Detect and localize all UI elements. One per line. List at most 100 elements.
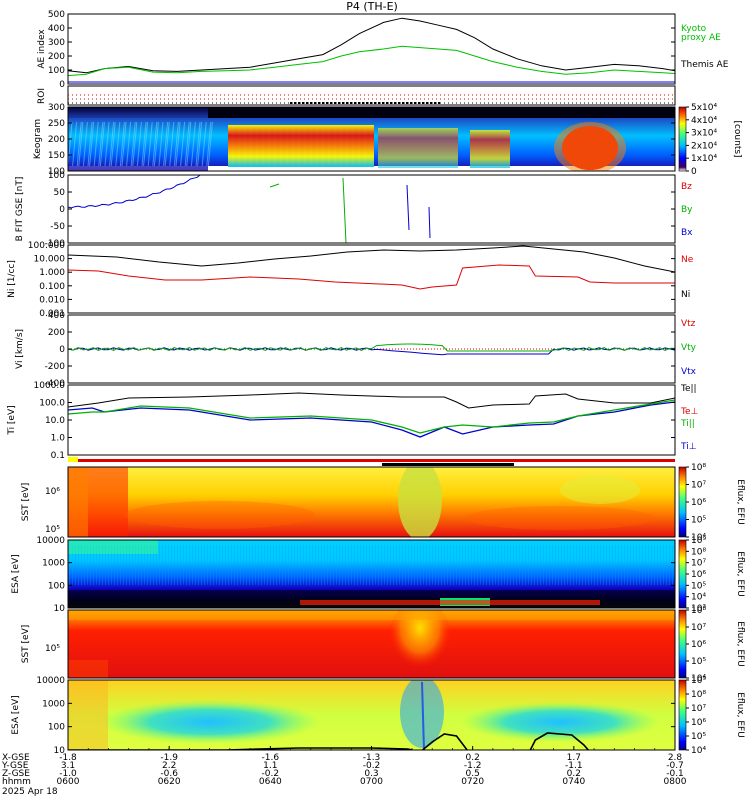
bfield-ytick-1: 50	[54, 188, 66, 198]
roi-ylabel: ROI	[37, 88, 47, 104]
xaxis-tick-y-6: -0.7	[666, 761, 684, 771]
esa-ion-ytick-2: 100	[48, 581, 65, 591]
sst-ion-cbtick-2: 10⁶	[691, 498, 706, 508]
esa-ion-cbtick-0: 10⁹	[691, 536, 706, 546]
velocity-ytick-4: -400	[45, 379, 66, 389]
esa-electron-cbtick-2: 10⁷	[691, 704, 706, 714]
temperature-legend-te-par: Te||	[680, 384, 697, 394]
esa-ion-colorbar-label: Eflux, EFU	[735, 551, 745, 597]
xaxis-tick-z-3: 0.3	[364, 769, 378, 779]
velocity-ytick-1: 200	[48, 328, 65, 338]
keogram-cbtick-1: 4x10⁴	[691, 116, 718, 126]
density-legend-ni: Ni	[681, 290, 690, 300]
keogram-cbtick-2: 3x10⁴	[691, 129, 718, 139]
sst-ion-cbtick-0: 10⁸	[691, 463, 706, 473]
esa-electron-ytick-3: 10	[54, 746, 66, 756]
density-ytick-2: 1.000	[39, 268, 65, 278]
xaxis-tick-y-0: 3.1	[61, 761, 75, 771]
bfield-ytick-0: 100	[48, 171, 65, 181]
sst-ion-ylabel: SST [eV]	[21, 483, 31, 522]
ae-ytick-5: 0	[59, 80, 65, 90]
temperature-ytick-3: 1.0	[51, 434, 66, 444]
keogram-ytick-0: 300	[48, 103, 65, 113]
esa-electron-panel: 10000 1000 100 10 ESA [eV] 10⁹ 10⁸ 10⁷ 10⁶ 10⁵ 1…	[11, 676, 745, 756]
sst-electron-cbtick-4: 10⁴	[691, 674, 706, 684]
ae-ytick-1: 400	[48, 24, 65, 34]
density-ytick-3: 0.100	[39, 282, 65, 292]
xaxis-tick-t-6: 0800	[664, 777, 687, 787]
esa-electron-colorbar-label: Eflux, EFU	[735, 692, 745, 738]
keogram-ylabel: Keogram	[33, 119, 43, 159]
bfield-ytick-3: -50	[50, 222, 65, 232]
sst-ion-cbtick-4: 10⁴	[691, 533, 706, 543]
velocity-panel: 400 200 0 -200 -400 Vi [km/s] Vtz Vty Vtx	[15, 311, 697, 389]
bfield-ytick-4: -100	[45, 239, 66, 249]
ae-ytick-2: 300	[48, 38, 65, 48]
velocity-ytick-3: -200	[45, 362, 66, 372]
density-ytick-5: 0.001	[39, 309, 65, 319]
velocity-ytick-2: 0	[59, 345, 65, 355]
bfield-legend-bz: Bz	[681, 182, 692, 192]
ae-legend-proxy: proxy AE	[681, 33, 721, 43]
velocity-legend-vtx: Vtx	[681, 367, 697, 377]
esa-ion-cbtick-3: 10⁶	[691, 570, 706, 580]
esa-electron-cbtick-1: 10⁸	[691, 690, 706, 700]
sst-ion-panel: 10⁶ 10⁵ SST [eV] 10⁸ 10⁷ 10⁶ 10⁵ 10⁴ Eflux, …	[21, 463, 745, 543]
esa-ion-cbtick-5: 10⁴	[691, 593, 706, 603]
sst-ion-ytick-0: 10⁶	[45, 487, 60, 497]
temperature-ytick-2: 10.0	[45, 416, 65, 426]
keogram-colorbar-label: [counts]	[732, 120, 742, 157]
sst-electron-cbtick-3: 10⁵	[691, 657, 706, 667]
bfield-ytick-2: 0	[59, 205, 65, 215]
xaxis-tick-y-3: -0.2	[363, 761, 381, 771]
xaxis-tick-t-3: 0700	[360, 777, 383, 787]
ae-ylabel: AE index	[37, 29, 47, 69]
keogram-cbtick-4: 1x10⁴	[691, 154, 718, 164]
esa-ion-ytick-1: 1000	[42, 559, 65, 569]
esa-ion-cbtick-4: 10⁵	[691, 581, 706, 591]
xaxis-row-label-t: hhmm	[2, 777, 31, 787]
temperature-ytick-4: 0.1	[51, 451, 65, 461]
xaxis-tick-x-3: -1.3	[363, 753, 381, 763]
xaxis-tick-y-2: 1.1	[263, 761, 277, 771]
sst-ion-colorbar-label: Eflux, EFU	[735, 479, 745, 525]
ae-kyoto-line	[68, 45, 675, 77]
xaxis-tick-t-5: 0740	[562, 777, 585, 787]
temperature-ytick-0: 1000.0	[34, 381, 66, 391]
temperature-panel: 1000.0 100.0 10.0 1.0 0.1 Ti [eV] Te|| Te⊥ T…	[7, 381, 699, 461]
ae-ytick-0: 500	[48, 10, 65, 20]
keogram-colorbar	[678, 106, 687, 172]
velocity-legend-vty: Vty	[681, 343, 697, 353]
density-ytick-4: 0.010	[39, 295, 65, 305]
xaxis-tick-x-0: -1.8	[59, 753, 77, 763]
xaxis-tick-z-0: -1.0	[59, 769, 77, 779]
ae-ytick-4: 100	[48, 66, 65, 76]
esa-ion-cbtick-1: 10⁸	[691, 547, 706, 557]
keogram-ytick-4: 100	[48, 167, 65, 177]
esa-ion-ytick-0: 10000	[36, 536, 65, 546]
velocity-ylabel: Vi [km/s]	[15, 329, 25, 369]
esa-ion-ylabel: ESA [eV]	[11, 554, 21, 593]
sst-ion-cbtick-3: 10⁵	[691, 516, 706, 526]
xaxis-tick-x-6: 2.8	[668, 753, 683, 763]
xaxis-row-label-y: Y-GSE	[1, 761, 29, 771]
xaxis-tick-x-2: -1.6	[262, 753, 280, 763]
sst-electron-cbtick-0: 10⁸	[691, 606, 706, 616]
keogram-cbtick-3: 2x10⁴	[691, 141, 718, 151]
keogram-ytick-1: 250	[48, 119, 65, 129]
xaxis-tick-t-2: 0640	[259, 777, 282, 787]
roi-panel: ROI	[37, 85, 676, 106]
esa-electron-ytick-1: 1000	[42, 699, 65, 709]
temperature-legend-te-perp: Te⊥	[680, 407, 699, 417]
esa-electron-ylabel: ESA [eV]	[11, 695, 21, 734]
sst-electron-ylabel: SST [eV]	[21, 625, 31, 664]
xaxis-tick-t-1: 0620	[158, 777, 181, 787]
keogram-ytick-2: 200	[48, 135, 65, 145]
xaxis-tick-x-1: -1.9	[160, 753, 178, 763]
density-panel: 100.000 10.000 1.000 0.100 0.010 0.001 Ni [1/…	[7, 241, 694, 319]
bfield-ylabel: B FIT GSE [nT]	[15, 177, 25, 242]
sst-ion-ytick-1: 10⁵	[45, 525, 60, 535]
